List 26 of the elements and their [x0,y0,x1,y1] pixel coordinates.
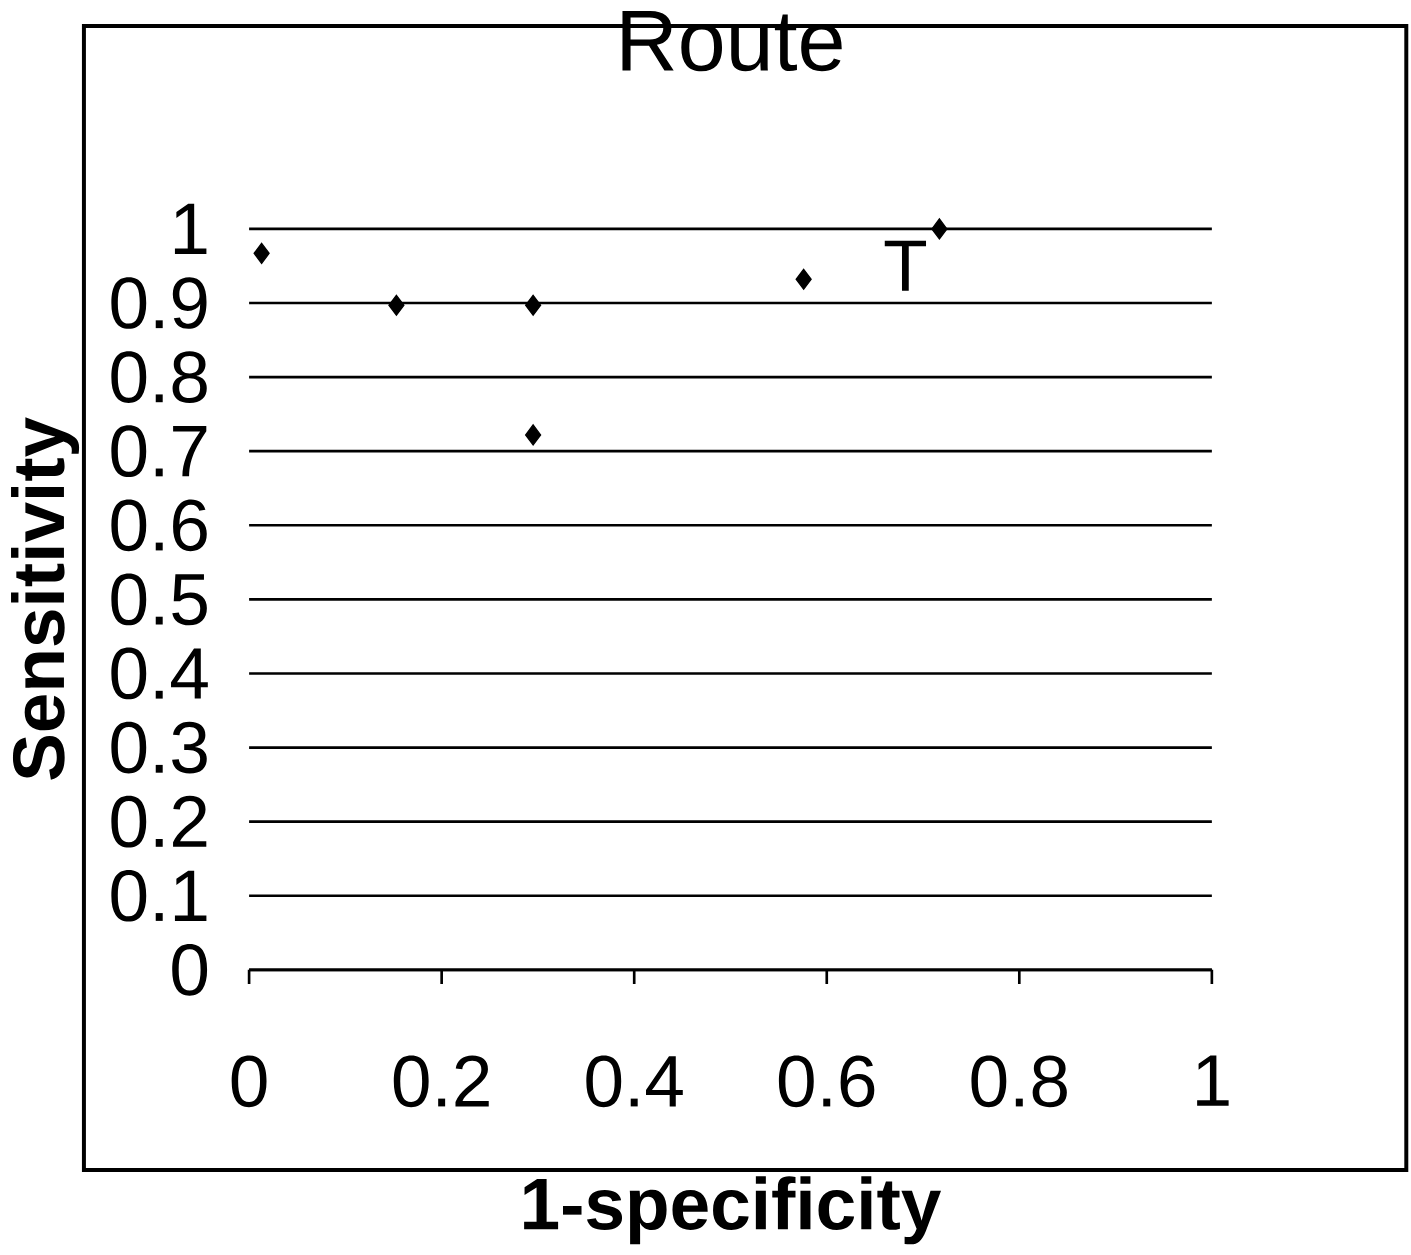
x-tick-label: 0.6 [778,1055,875,1107]
y-tick-label: 0.1 [111,869,207,922]
point [524,424,542,446]
x-tick-label: 0.4 [586,1055,683,1107]
y-tick-label: 0 [172,943,208,996]
y-tick-label: 0.8 [111,351,207,403]
y-tick-label: 0.4 [111,647,208,700]
point [388,294,405,316]
y-tick-label: 0.9 [111,276,207,329]
y-tick-label: 0.3 [111,721,207,774]
x-axis-title: 1-specificity [524,1176,942,1245]
x-tick-label: 1 [1197,1055,1229,1106]
y-axis-title: Sensitivity [11,417,80,780]
x-tick-label: 0.8 [971,1055,1067,1107]
y-tick-label: 0.5 [111,573,207,626]
point [931,218,948,240]
y-tick-label: 0.2 [111,795,207,848]
y-tick-label: 0.6 [111,499,207,551]
x-tick-label: 0 [231,1055,267,1107]
y-tick-label: 1 [174,203,207,254]
point [795,268,812,290]
annotation: T [884,240,927,291]
point [253,242,270,264]
point [524,294,542,316]
y-tick-label: 0.7 [111,425,207,477]
x-tick-label: 0.2 [393,1055,489,1107]
